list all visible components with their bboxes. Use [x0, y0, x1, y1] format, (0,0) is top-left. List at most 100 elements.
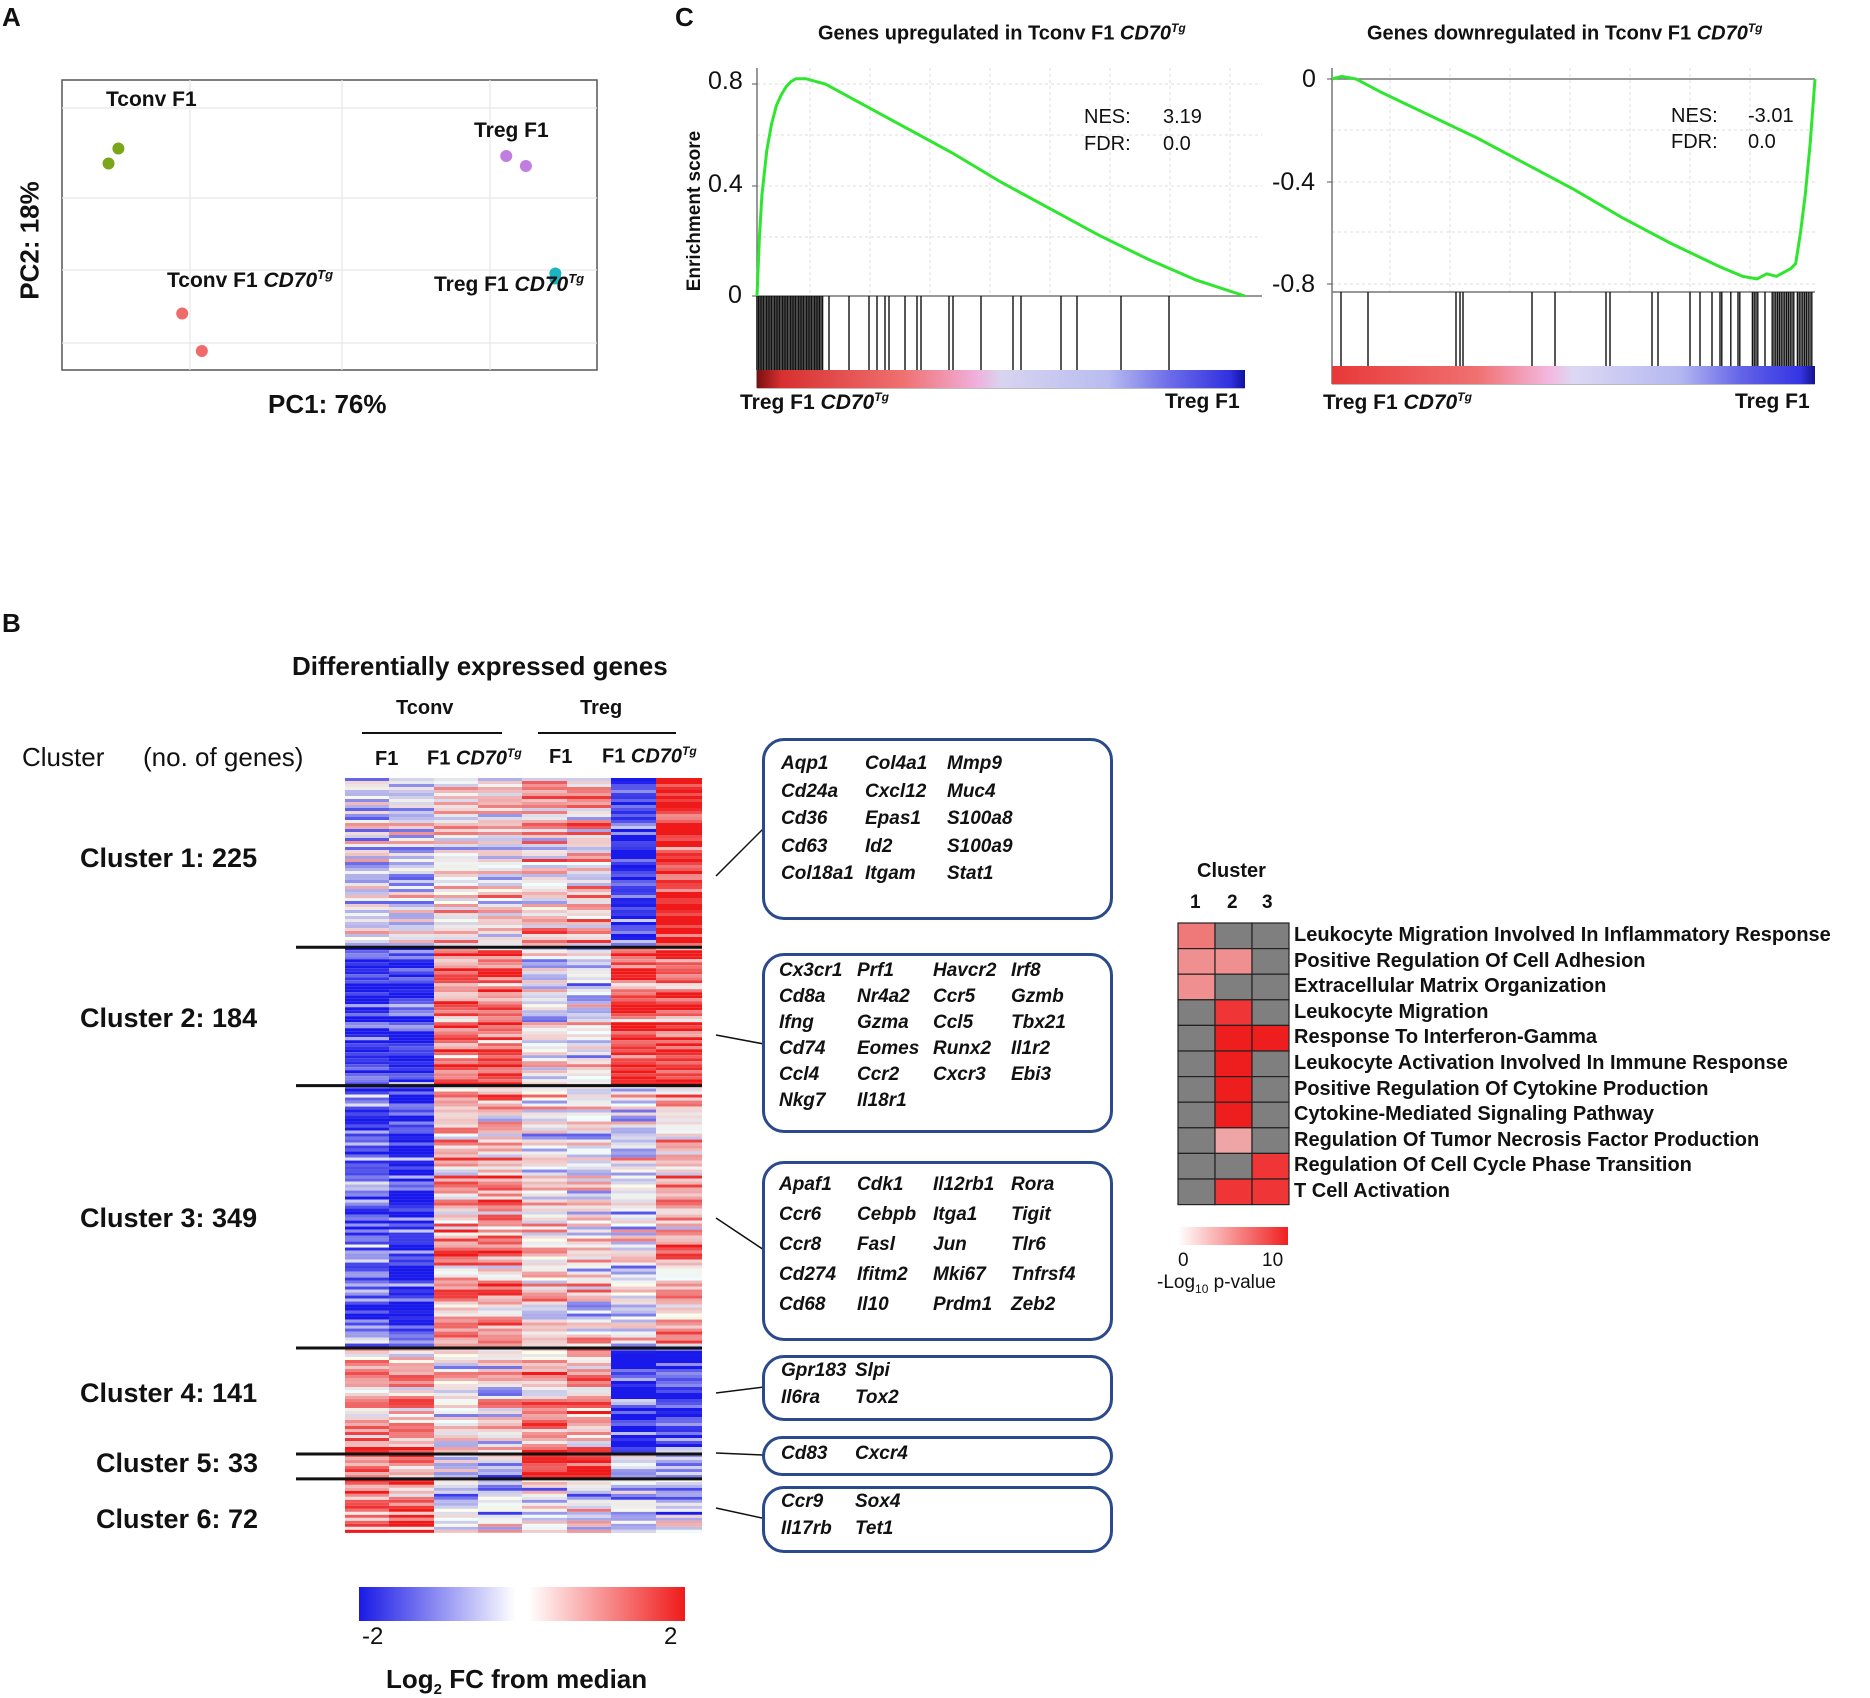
heatmap-cell [478, 862, 522, 865]
heatmap-cell [522, 1154, 567, 1158]
heatmap-cell [567, 1289, 611, 1293]
heatmap-cell [478, 1387, 522, 1391]
connector-2 [715, 1034, 765, 1045]
heatmap-cell [567, 998, 611, 1002]
heatmap-cell [522, 1133, 567, 1137]
heatmap-cell [434, 947, 478, 951]
heatmap-cell [345, 1196, 389, 1200]
heatmap-cell [389, 1316, 434, 1320]
heatmap-cell [434, 1435, 478, 1439]
heatmap-cell [434, 1073, 478, 1077]
heatmap-cell [389, 1423, 434, 1427]
heatmap-cell [389, 1286, 434, 1290]
heatmap-cell [611, 1514, 656, 1518]
heatmap-cell [522, 1160, 567, 1164]
heatmap-cell [656, 1220, 702, 1224]
heatmap-cell [389, 1241, 434, 1245]
heatmap-cell [567, 856, 611, 859]
heatmap-cell [567, 1115, 611, 1119]
heatmap-cell [389, 925, 434, 928]
heatmap-cell [522, 1435, 567, 1439]
heatmap-cell [434, 1232, 478, 1236]
heatmap-cell [567, 1190, 611, 1194]
heatmap-cell [567, 1337, 611, 1341]
heatmap-cell [389, 1517, 434, 1521]
heatmap-cell [478, 1363, 522, 1367]
go-cell-4-1 [1214, 1024, 1253, 1052]
heatmap-cell [434, 1151, 478, 1155]
heatmap-cell [567, 1523, 611, 1527]
heatmap-cell [389, 1019, 434, 1023]
heatmap-cell [567, 1157, 611, 1161]
heatmap-cell [478, 1226, 522, 1230]
heatmap-cell [389, 1520, 434, 1524]
heatmap-cell [345, 1205, 389, 1209]
heatmap-cell [567, 1112, 611, 1116]
heatmap-cell [345, 1175, 389, 1179]
heatmap-cell [656, 1472, 702, 1476]
heatmap-cell [522, 1523, 567, 1527]
heatmap-cell [434, 1085, 478, 1089]
heatmap-cell [522, 1517, 567, 1521]
heatmap-cell [656, 1360, 702, 1364]
heatmap-cell [656, 1505, 702, 1509]
heatmap-cell [389, 790, 434, 793]
gene-name: Eomes [857, 1038, 920, 1059]
heatmap-cell [434, 1076, 478, 1080]
heatmap-cell [611, 1354, 656, 1358]
heatmap-cell [656, 1088, 702, 1092]
heatmap-cell [656, 1055, 702, 1059]
heatmap-cell [522, 1019, 567, 1023]
heatmap-cell [656, 1232, 702, 1236]
heatmap-cell [611, 1217, 656, 1221]
heatmap-cell [522, 998, 567, 1002]
gene-name: Cx3cr1 [779, 960, 843, 981]
heatmap-cell [522, 1199, 567, 1203]
heatmap-cell [611, 1366, 656, 1370]
heatmap-cell [522, 1490, 567, 1494]
heatmap-cell [345, 1405, 389, 1409]
heatmap-cell [434, 983, 478, 987]
heatmap-cell [656, 1316, 702, 1320]
heatmap-cell [345, 1154, 389, 1158]
heatmap-cell [389, 1387, 434, 1391]
heatmap-cell [478, 1235, 522, 1239]
heatmap-cell [656, 1022, 702, 1026]
heatmap-cell [434, 1181, 478, 1185]
heatmap-cell [611, 1235, 656, 1239]
heatmap-cell [522, 1289, 567, 1293]
heatmap-cell [345, 1478, 389, 1479]
heatmap-cell [478, 995, 522, 999]
gsea-up-right-label: Treg F1 [1165, 390, 1240, 413]
heatmap-cell [656, 1372, 702, 1376]
heatmap-cell [567, 1484, 611, 1488]
heatmap-cell [345, 811, 389, 814]
heatmap-cell [567, 1313, 611, 1317]
gsea-down-curve [1331, 74, 1817, 281]
heatmap-cell [522, 880, 567, 883]
heatmap-cell [567, 974, 611, 978]
heatmap-cell [434, 1100, 478, 1104]
heatmap-cell [611, 820, 656, 823]
go-cell-10-2 [1251, 1178, 1290, 1206]
heatmap-cell [345, 1064, 389, 1068]
heatmap-cell [522, 1175, 567, 1179]
heatmap-cell [611, 1181, 656, 1185]
heatmap-cell [434, 1145, 478, 1149]
heatmap-cell [478, 962, 522, 966]
heatmap-cell [567, 1205, 611, 1209]
heatmap-cell [478, 1283, 522, 1287]
heatmap-cell [478, 986, 522, 990]
heatmap-cell [522, 986, 567, 990]
heatmap-cell [567, 850, 611, 853]
heatmap-cell [656, 1046, 702, 1050]
heatmap-cell [611, 1049, 656, 1053]
heatmap-cell [611, 1343, 656, 1347]
heatmap-cell [611, 1022, 656, 1026]
heatmap-cell [656, 1196, 702, 1200]
heatmap-cell [567, 1490, 611, 1494]
heatmap-cell [611, 1241, 656, 1245]
heatmap-cell [345, 1292, 389, 1296]
heatmap-cell [522, 1193, 567, 1197]
heatmap-cell [522, 934, 567, 937]
